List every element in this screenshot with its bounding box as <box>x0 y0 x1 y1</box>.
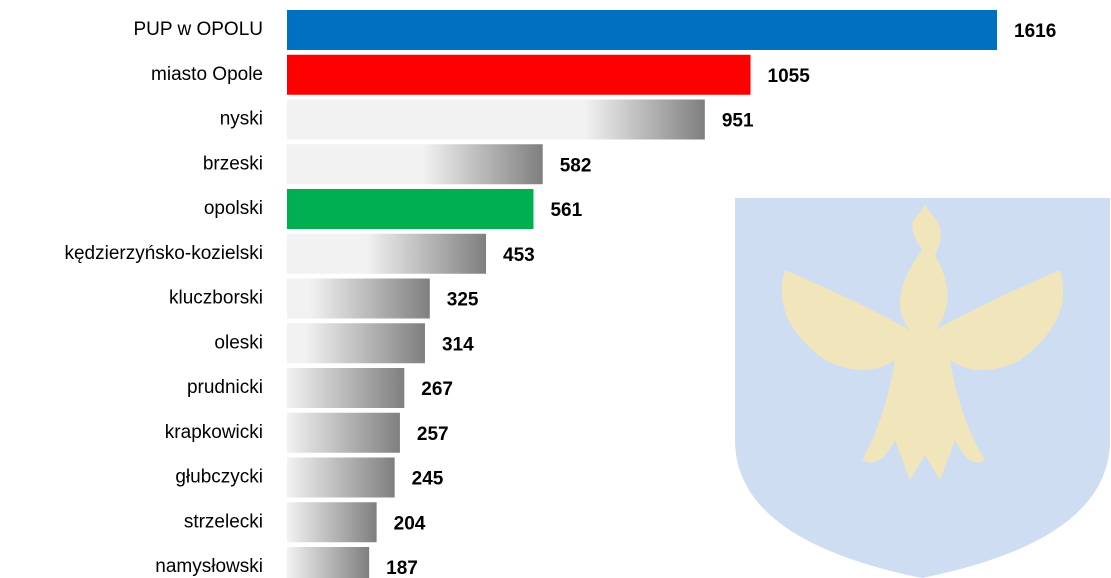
value-label: 257 <box>417 424 449 445</box>
value-label: 245 <box>412 469 444 490</box>
category-label: głubczycki <box>175 467 263 488</box>
bar <box>287 323 425 364</box>
value-label: 325 <box>447 290 479 311</box>
value-label: 1055 <box>768 66 811 87</box>
value-label: 453 <box>503 245 535 266</box>
category-label: PUP w OPOLU <box>133 19 263 40</box>
value-label: 267 <box>421 379 453 400</box>
category-label: prudnicki <box>187 377 263 398</box>
bar <box>287 278 430 319</box>
value-label: 951 <box>722 111 754 132</box>
value-label: 187 <box>386 558 418 578</box>
bar <box>287 233 487 274</box>
bar <box>287 457 395 498</box>
category-label: krapkowicki <box>165 422 263 443</box>
value-label: 314 <box>442 334 474 355</box>
bar <box>287 54 751 95</box>
bar <box>287 412 400 453</box>
bar <box>287 99 705 140</box>
value-label: 561 <box>550 200 582 221</box>
eagle <box>781 205 1064 480</box>
bar <box>287 547 370 578</box>
category-label: nyski <box>220 109 263 130</box>
emblem <box>735 198 1110 578</box>
bar <box>287 144 543 185</box>
bar <box>287 502 377 543</box>
category-label: kędzierzyńsko-kozielski <box>64 243 263 264</box>
value-label: 1616 <box>1014 21 1056 42</box>
bar <box>287 10 997 50</box>
category-label: opolski <box>204 198 263 219</box>
bar <box>287 368 405 408</box>
category-label: brzeski <box>203 153 263 174</box>
category-label: kluczborski <box>169 288 263 309</box>
value-label: 204 <box>394 513 426 534</box>
category-label: miasto Opole <box>151 64 263 85</box>
category-label: strzelecki <box>184 511 263 532</box>
category-label: namysłowski <box>155 556 263 577</box>
value-label: 582 <box>560 155 592 176</box>
bar <box>287 189 534 229</box>
category-label: oleski <box>214 332 263 353</box>
